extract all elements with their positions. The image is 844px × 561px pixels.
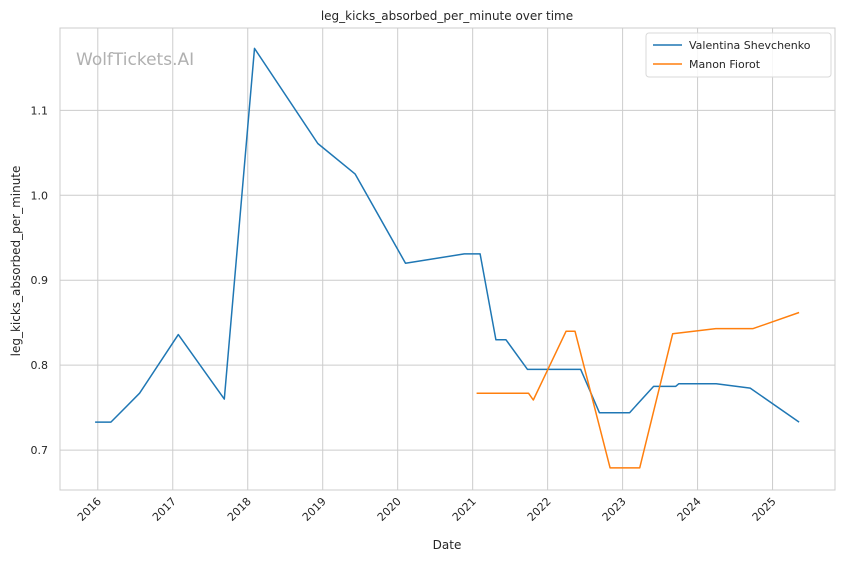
y-tick-label: 0.7	[31, 444, 49, 457]
chart-title: leg_kicks_absorbed_per_minute over time	[321, 9, 573, 23]
y-axis-title: leg_kicks_absorbed_per_minute	[9, 166, 23, 357]
y-tick-label: 0.9	[31, 274, 49, 287]
series-lines	[95, 47, 800, 469]
legend-label-manon-fiorot: Manon Fiorot	[689, 58, 761, 71]
x-gridlines	[97, 28, 774, 490]
legend-box	[645, 32, 832, 78]
series-line-valentina-shevchenko	[95, 47, 800, 423]
legend: Valentina Shevchenko Manon Fiorot	[645, 32, 832, 78]
watermark-text: WolfTickets.AI	[76, 50, 194, 70]
series-line-manon-fiorot	[476, 311, 800, 469]
y-tick-label: 1.0	[31, 189, 49, 202]
y-gridlines	[60, 109, 835, 451]
y-tick-label: 0.8	[31, 359, 49, 372]
x-axis-title: Date	[433, 538, 462, 552]
legend-label-valentina-shevchenko: Valentina Shevchenko	[689, 39, 811, 52]
plot-frame	[59, 27, 836, 491]
plot-area	[60, 28, 835, 490]
y-tick-label: 1.1	[31, 104, 49, 117]
y-tick-labels: 0.7 0.8 0.9 1.0 1.1	[31, 104, 49, 457]
